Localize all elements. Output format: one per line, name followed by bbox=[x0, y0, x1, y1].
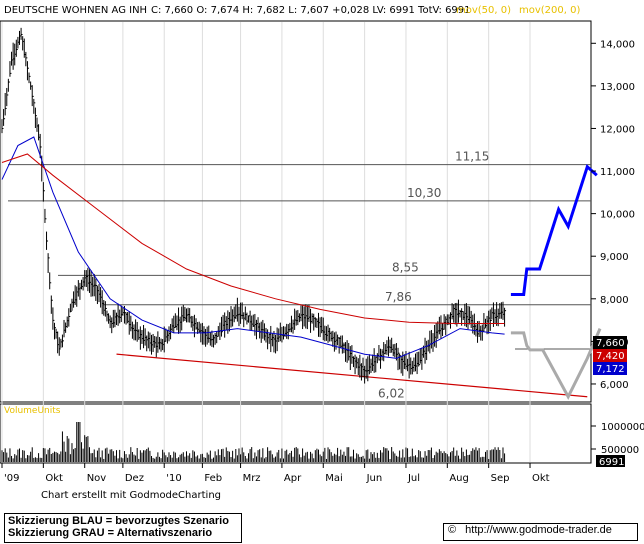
x-tick-label: '10 bbox=[166, 473, 181, 484]
price-panel bbox=[0, 20, 592, 403]
scenario-blau bbox=[510, 164, 598, 296]
legend-blue: Skizzierung BLAU = bevorzugtes Szenario bbox=[8, 515, 229, 527]
x-tick-label: Mrz bbox=[243, 473, 261, 484]
price-badge bbox=[593, 336, 627, 349]
scenario-grau bbox=[510, 328, 602, 400]
volume-label: VolumeUnits bbox=[4, 406, 61, 416]
x-tick-label: Apr bbox=[284, 473, 302, 484]
website-box[interactable]: © http://www.godmode-trader.de bbox=[443, 523, 638, 541]
website-link[interactable]: http://www.godmode-trader.de bbox=[465, 524, 612, 536]
volume-last-badge bbox=[596, 455, 625, 467]
x-tick-label: Nov bbox=[87, 473, 107, 484]
chart-title: DEUTSCHE WOHNEN AG INH bbox=[4, 5, 147, 16]
credit-text: Chart erstellt mit GodmodeCharting bbox=[41, 490, 221, 501]
y-tick-label: 14,000 bbox=[600, 39, 635, 50]
scenario-lines bbox=[510, 164, 602, 400]
moving-average-line bbox=[1, 153, 505, 324]
ma50-label: mov(50, 0) bbox=[456, 5, 511, 16]
price-badge-label: 7,172 bbox=[596, 364, 625, 375]
price-badge bbox=[593, 349, 627, 362]
price-bars bbox=[1, 27, 507, 384]
y-tick-label: 9,000 bbox=[600, 252, 629, 263]
legend-gray: Skizzierung GRAU = Alternativszenario bbox=[8, 527, 213, 539]
y-tick-label: 13,000 bbox=[600, 82, 635, 93]
copyright-icon: © bbox=[448, 524, 457, 536]
x-tick-label: Dez bbox=[125, 473, 144, 484]
y-tick-label: 12,000 bbox=[600, 124, 635, 135]
x-tick-label: Feb bbox=[204, 473, 222, 484]
x-tick-label: Okt bbox=[532, 473, 550, 484]
quote-line: C: 7,660 O: 7,674 H: 7,682 L: 7,607 +0,0… bbox=[151, 5, 471, 16]
level-label: 8,55 bbox=[392, 260, 419, 274]
y-tick-label: 6,000 bbox=[600, 380, 629, 391]
x-axis: '09 Okt Nov Dez '10 Feb Mrz Apr Mai Jun Jul Aug Sep O… bbox=[1, 463, 550, 484]
y-tick-label: 8,000 bbox=[600, 295, 629, 306]
horizontal-levels: 11,15 10,30 8,55 7,86 6,02 bbox=[8, 150, 591, 401]
x-tick-label: Jul bbox=[407, 473, 420, 484]
y-tick-label: 10,000 bbox=[600, 210, 635, 221]
x-tick-label: Sep bbox=[491, 473, 510, 484]
level-label: 11,15 bbox=[455, 150, 489, 164]
price-badge-label: 7,420 bbox=[596, 351, 625, 362]
x-tick-label: Jun bbox=[366, 473, 383, 484]
x-tick-label: '09 bbox=[4, 473, 19, 484]
level-label: 10,30 bbox=[407, 186, 441, 200]
price-badge-label: 7,660 bbox=[596, 338, 625, 349]
level-label: 7,86 bbox=[385, 290, 412, 304]
y-tick-label: 11,000 bbox=[600, 167, 635, 178]
volume-last-label: 6991 bbox=[599, 457, 624, 468]
level-label: 6,02 bbox=[378, 387, 405, 401]
moving-averages bbox=[1, 136, 505, 359]
volume-panel bbox=[0, 403, 592, 464]
support-trendline bbox=[116, 353, 588, 398]
x-tick-label: Aug bbox=[449, 473, 469, 484]
trendline bbox=[116, 353, 588, 398]
volume-tick-label: 1000000 bbox=[601, 422, 644, 433]
scenario-legend: Skizzierung BLAU = bevorzugtes Szenario … bbox=[4, 513, 242, 543]
price-badge bbox=[593, 362, 627, 375]
vertical-gridlines bbox=[1, 22, 531, 462]
volume-tick-label: 500000 bbox=[601, 445, 639, 456]
x-tick-label: Okt bbox=[45, 473, 63, 484]
x-tick-label: Mai bbox=[325, 473, 343, 484]
ma200-label: mov(200, 0) bbox=[519, 5, 580, 16]
price-badges: 7,660 7,420 7,172 bbox=[593, 336, 627, 375]
moving-average-line bbox=[1, 136, 505, 359]
